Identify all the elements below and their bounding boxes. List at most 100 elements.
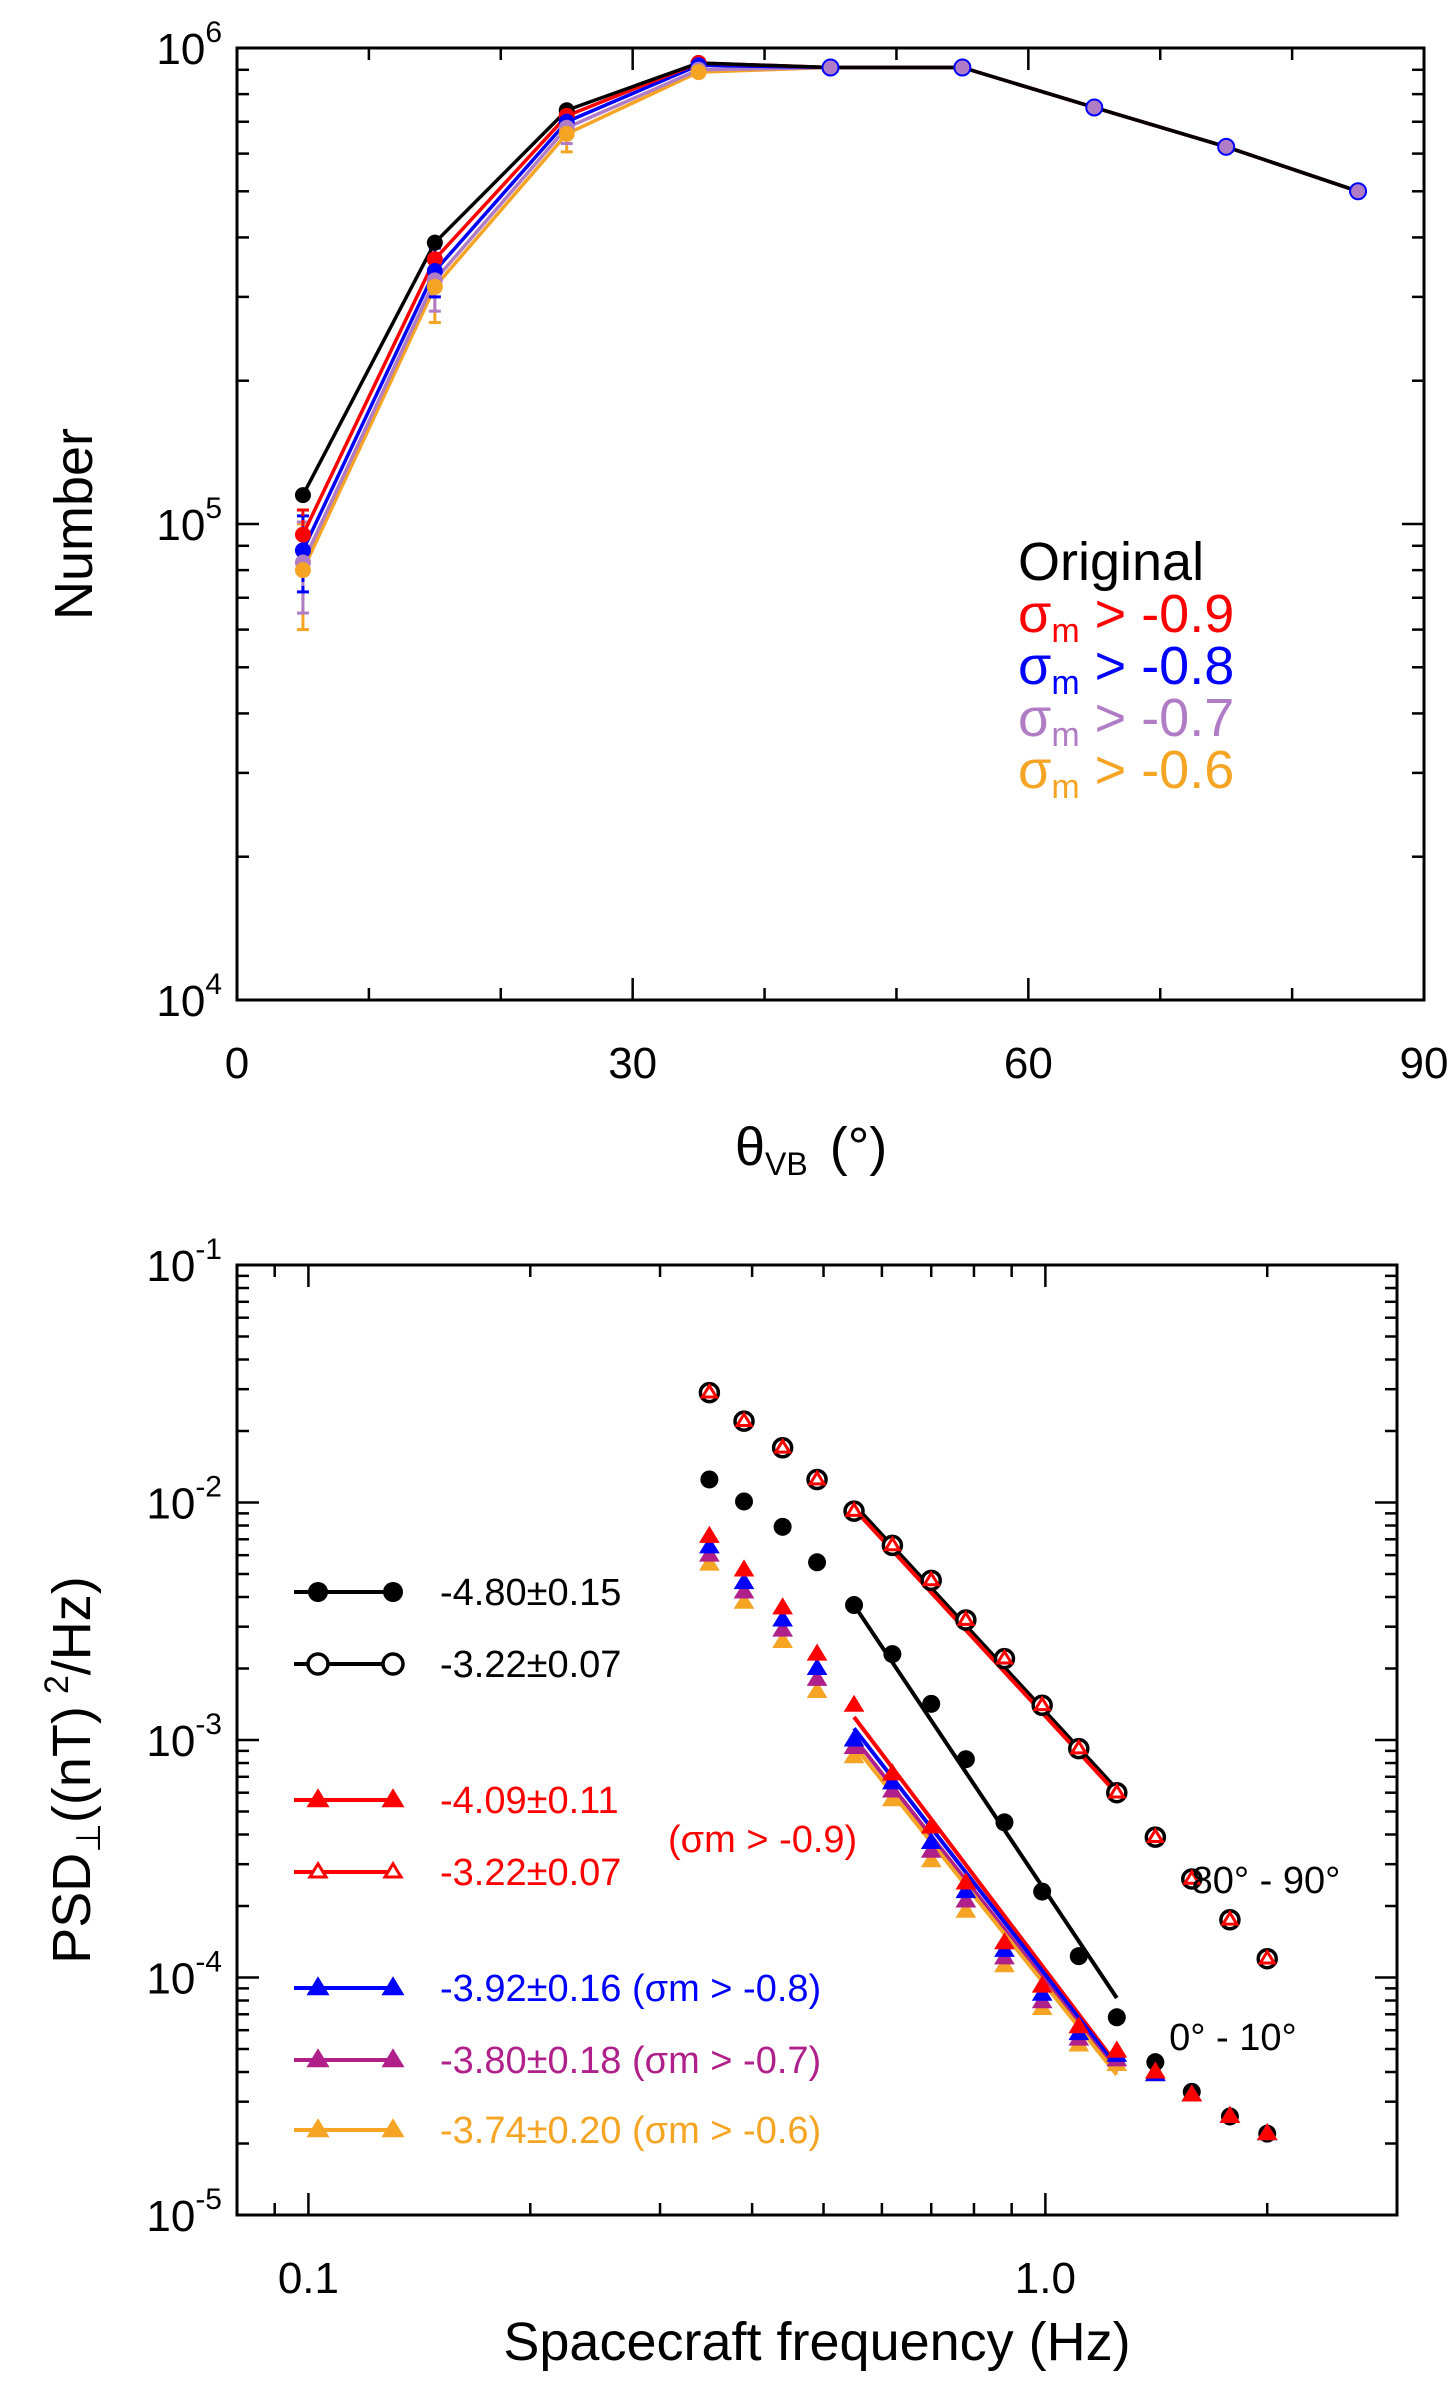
y-tick-label: 105 — [156, 492, 222, 550]
data-point — [995, 1813, 1014, 1832]
data-point — [843, 1746, 865, 1764]
y-tick-label: 10-3 — [146, 1708, 222, 1766]
legend-label: -3.22±0.07 — [440, 1644, 621, 1686]
top-chart: 0 30 60 90 104 105 106 θVB (°) Number Original… — [44, 16, 1448, 1182]
data-point — [699, 1536, 720, 1554]
x-label-subscript: VB — [765, 1146, 808, 1182]
data-point — [807, 1469, 827, 1486]
top-chart-x-tick-labels: 0 30 60 90 — [225, 1039, 1449, 1088]
data-point — [882, 1772, 903, 1790]
data-point — [955, 1900, 977, 1918]
top-chart-x-axis-label: θVB (°) — [735, 1117, 887, 1182]
legend-entry: σm > -0.6 — [1018, 740, 1234, 806]
data-point — [690, 64, 707, 81]
data-point — [920, 1850, 942, 1868]
y-tick-label: 106 — [156, 16, 222, 74]
legend-marker — [306, 1652, 330, 1676]
x-tick-label: 1.0 — [1015, 2254, 1076, 2303]
series-original — [700, 1470, 1277, 2143]
data-point — [699, 1525, 720, 1543]
data-point — [1068, 2016, 1090, 2034]
series-original — [301, 61, 1359, 496]
series-s08 — [296, 62, 1359, 594]
series-s09 — [699, 1525, 1278, 2141]
data-point — [1145, 1827, 1165, 1843]
top-chart-series — [294, 55, 1368, 632]
y-tick-label: 10-1 — [146, 1233, 222, 1291]
data-point — [882, 1789, 903, 1807]
x-tick-label: 0.1 — [278, 2254, 339, 2303]
top-chart-ticks — [235, 48, 1426, 1002]
legend-marker — [306, 1788, 330, 1808]
top-chart-frame — [235, 46, 1426, 1002]
data-point — [772, 1597, 793, 1615]
data-point — [773, 1437, 793, 1454]
legend-marker — [382, 1860, 404, 1879]
data-point — [883, 1645, 902, 1664]
x-label-unit: (°) — [830, 1117, 888, 1177]
legend-entry: -3.74±0.20 (σm > -0.6) — [294, 2110, 821, 2152]
legend-entry: -3.22±0.07 — [294, 1852, 621, 1894]
y-label-psd: PSD — [42, 1853, 102, 1964]
legend-label: -3.22±0.07 — [440, 1852, 621, 1894]
bottom-chart-y-axis-label: PSD⊥((nT) 2/Hz) — [38, 1576, 108, 1964]
data-point — [922, 1694, 941, 1713]
y-label-superscript: 2 — [38, 1675, 76, 1694]
data-point — [921, 1570, 941, 1587]
data-point — [882, 1763, 903, 1781]
legend-label: -3.92±0.16 (σm > -0.8) — [440, 1968, 821, 2010]
data-point — [426, 251, 443, 268]
data-point — [806, 1657, 828, 1676]
data-point-outline — [821, 58, 840, 77]
data-point — [920, 1831, 942, 1850]
legend-group-label: (σm > -0.9) — [668, 1819, 857, 1861]
data-point-outline — [1349, 182, 1368, 201]
legend-label: -4.09±0.11 — [440, 1780, 619, 1822]
legend-entry: -4.09±0.11 — [294, 1780, 619, 1822]
data-point — [806, 1643, 828, 1661]
data-point — [294, 487, 311, 504]
data-point — [1107, 1782, 1127, 1799]
annotation-0-10: 0° - 10° — [1169, 2017, 1297, 2059]
data-point — [956, 1610, 976, 1626]
data-point — [1144, 2061, 1166, 2079]
y-label-units: ((nT) — [42, 1706, 102, 1823]
legend-marker — [308, 1582, 328, 1602]
legend-entry: σm > -0.9 — [1018, 584, 1234, 650]
bottom-chart-x-tick-labels: 0.1 1.0 — [278, 2254, 1076, 2303]
data-point — [1220, 1909, 1240, 1926]
legend-marker — [381, 1788, 405, 1808]
legend-label: -3.74±0.20 (σm > -0.6) — [440, 2110, 821, 2152]
data-point — [772, 1619, 793, 1637]
legend-marker — [306, 2118, 330, 2138]
annotation-80-90: 80° - 90° — [1192, 1860, 1341, 1902]
series-line — [301, 65, 1359, 571]
legend-marker — [381, 1652, 405, 1676]
data-point — [843, 1694, 865, 1712]
legend-marker — [381, 2048, 405, 2068]
series-line — [301, 61, 1359, 536]
legend-marker — [381, 1976, 405, 1996]
data-point — [426, 278, 443, 295]
bottom-chart-ticks — [235, 1265, 1399, 2217]
y-tick-label: 10-4 — [146, 1946, 222, 2004]
bottom-chart-frame — [235, 1263, 1399, 2217]
data-point — [808, 1553, 827, 1572]
data-point — [1033, 1882, 1052, 1901]
data-point — [994, 1932, 1015, 1950]
data-point — [843, 1729, 865, 1747]
data-point — [1182, 1868, 1202, 1885]
x-label-theta: θ — [735, 1117, 765, 1177]
x-tick-label: 90 — [1400, 1039, 1449, 1088]
data-point — [882, 1535, 902, 1552]
data-point — [1218, 138, 1235, 155]
data-point — [955, 1872, 977, 1890]
data-point — [294, 526, 311, 543]
data-point — [1032, 1695, 1052, 1712]
top-chart-y-axis-label: Number — [44, 428, 104, 620]
y-tick-label: 10-2 — [146, 1471, 222, 1529]
data-point — [822, 59, 839, 76]
top-chart-y-tick-labels: 104 105 106 — [156, 16, 222, 1026]
data-point — [700, 1470, 719, 1489]
